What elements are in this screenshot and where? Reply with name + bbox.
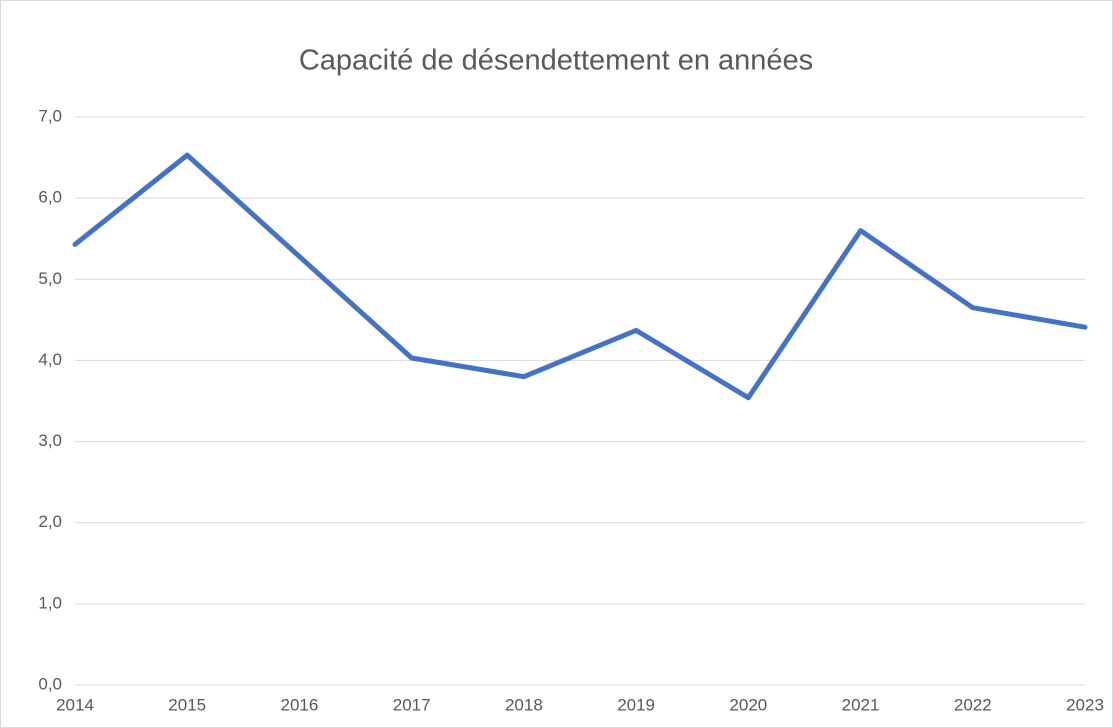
x-tick-label: 2019: [617, 695, 655, 714]
y-tick-label: 7,0: [38, 106, 62, 125]
x-tick-label: 2023: [1066, 695, 1104, 714]
y-tick-label: 4,0: [38, 350, 62, 369]
data-line: [72, 152, 1088, 401]
x-tick-label: 2015: [168, 695, 206, 714]
x-tick-label: 2016: [281, 695, 319, 714]
y-tick-label: 2,0: [38, 512, 62, 531]
chart-title: Capacité de désendettement en années: [299, 45, 813, 77]
x-tick-label: 2018: [505, 695, 543, 714]
x-tick-label: 2021: [842, 695, 880, 714]
x-tick-label: 2017: [393, 695, 431, 714]
x-tick-label: 2014: [56, 695, 94, 714]
y-tick-label: 1,0: [38, 593, 62, 612]
y-tick-label: 5,0: [38, 269, 62, 288]
x-tick-label: 2020: [729, 695, 767, 714]
y-tick-label: 0,0: [38, 674, 62, 693]
x-tick-label: 2022: [954, 695, 992, 714]
y-tick-label: 3,0: [38, 431, 62, 450]
y-tick-label: 6,0: [38, 188, 62, 207]
